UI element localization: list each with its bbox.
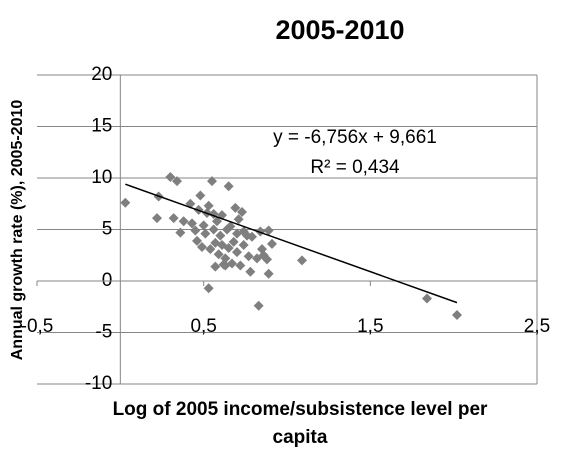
point [223, 181, 234, 192]
point [120, 197, 131, 208]
trendline [125, 183, 458, 304]
y-tick-label: -10 [85, 373, 112, 394]
point [233, 214, 244, 225]
y-tick-label: 15 [91, 116, 112, 137]
point [168, 213, 179, 224]
point [207, 176, 217, 187]
y-tick-label: -5 [95, 322, 112, 343]
point [297, 255, 307, 266]
point [208, 224, 219, 235]
y-tick-label: 10 [91, 167, 112, 188]
point [452, 309, 462, 320]
point [203, 200, 214, 211]
point [203, 283, 214, 294]
point [192, 235, 202, 246]
point [422, 293, 432, 304]
point [235, 260, 246, 271]
point [172, 176, 182, 187]
point [210, 261, 221, 272]
point [187, 218, 197, 229]
point [212, 216, 222, 227]
point [223, 243, 234, 254]
x-tick-label: 0,5 [190, 316, 216, 337]
point [220, 253, 231, 264]
point [238, 239, 249, 250]
point [213, 249, 224, 260]
y-axis-title: Annual growth rate (%), 2005-2010 [9, 100, 26, 361]
point [243, 251, 254, 262]
point [230, 202, 241, 213]
point [263, 268, 274, 279]
x-tick-label: -0,5 [21, 316, 54, 337]
equation: y = -6,756x + 9,661 [273, 127, 437, 148]
point [263, 225, 274, 236]
point [195, 190, 206, 201]
point [232, 247, 242, 258]
point [190, 225, 201, 236]
x-tick-label: 2,5 [524, 316, 550, 337]
point [165, 171, 176, 182]
point [175, 227, 186, 238]
r-squared: R² = 0,434 [310, 157, 400, 178]
point [225, 221, 236, 232]
chart-title: 2005-2010 [275, 15, 404, 45]
point [245, 266, 256, 277]
point [237, 206, 247, 217]
point [200, 228, 211, 239]
y-tick-label: 20 [91, 64, 112, 85]
point [215, 230, 226, 241]
x-tick-label: 1,5 [357, 316, 383, 337]
point [198, 220, 209, 231]
point [228, 236, 239, 247]
point [152, 213, 162, 224]
point [178, 216, 189, 227]
y-tick-label: 5 [102, 219, 113, 240]
point [197, 242, 207, 253]
point [220, 260, 231, 271]
point [247, 231, 257, 242]
point [253, 300, 264, 311]
point [267, 238, 277, 249]
x-axis-title: Log of 2005 income/subsistence level per… [113, 399, 488, 448]
point [262, 254, 272, 265]
point [205, 244, 216, 255]
